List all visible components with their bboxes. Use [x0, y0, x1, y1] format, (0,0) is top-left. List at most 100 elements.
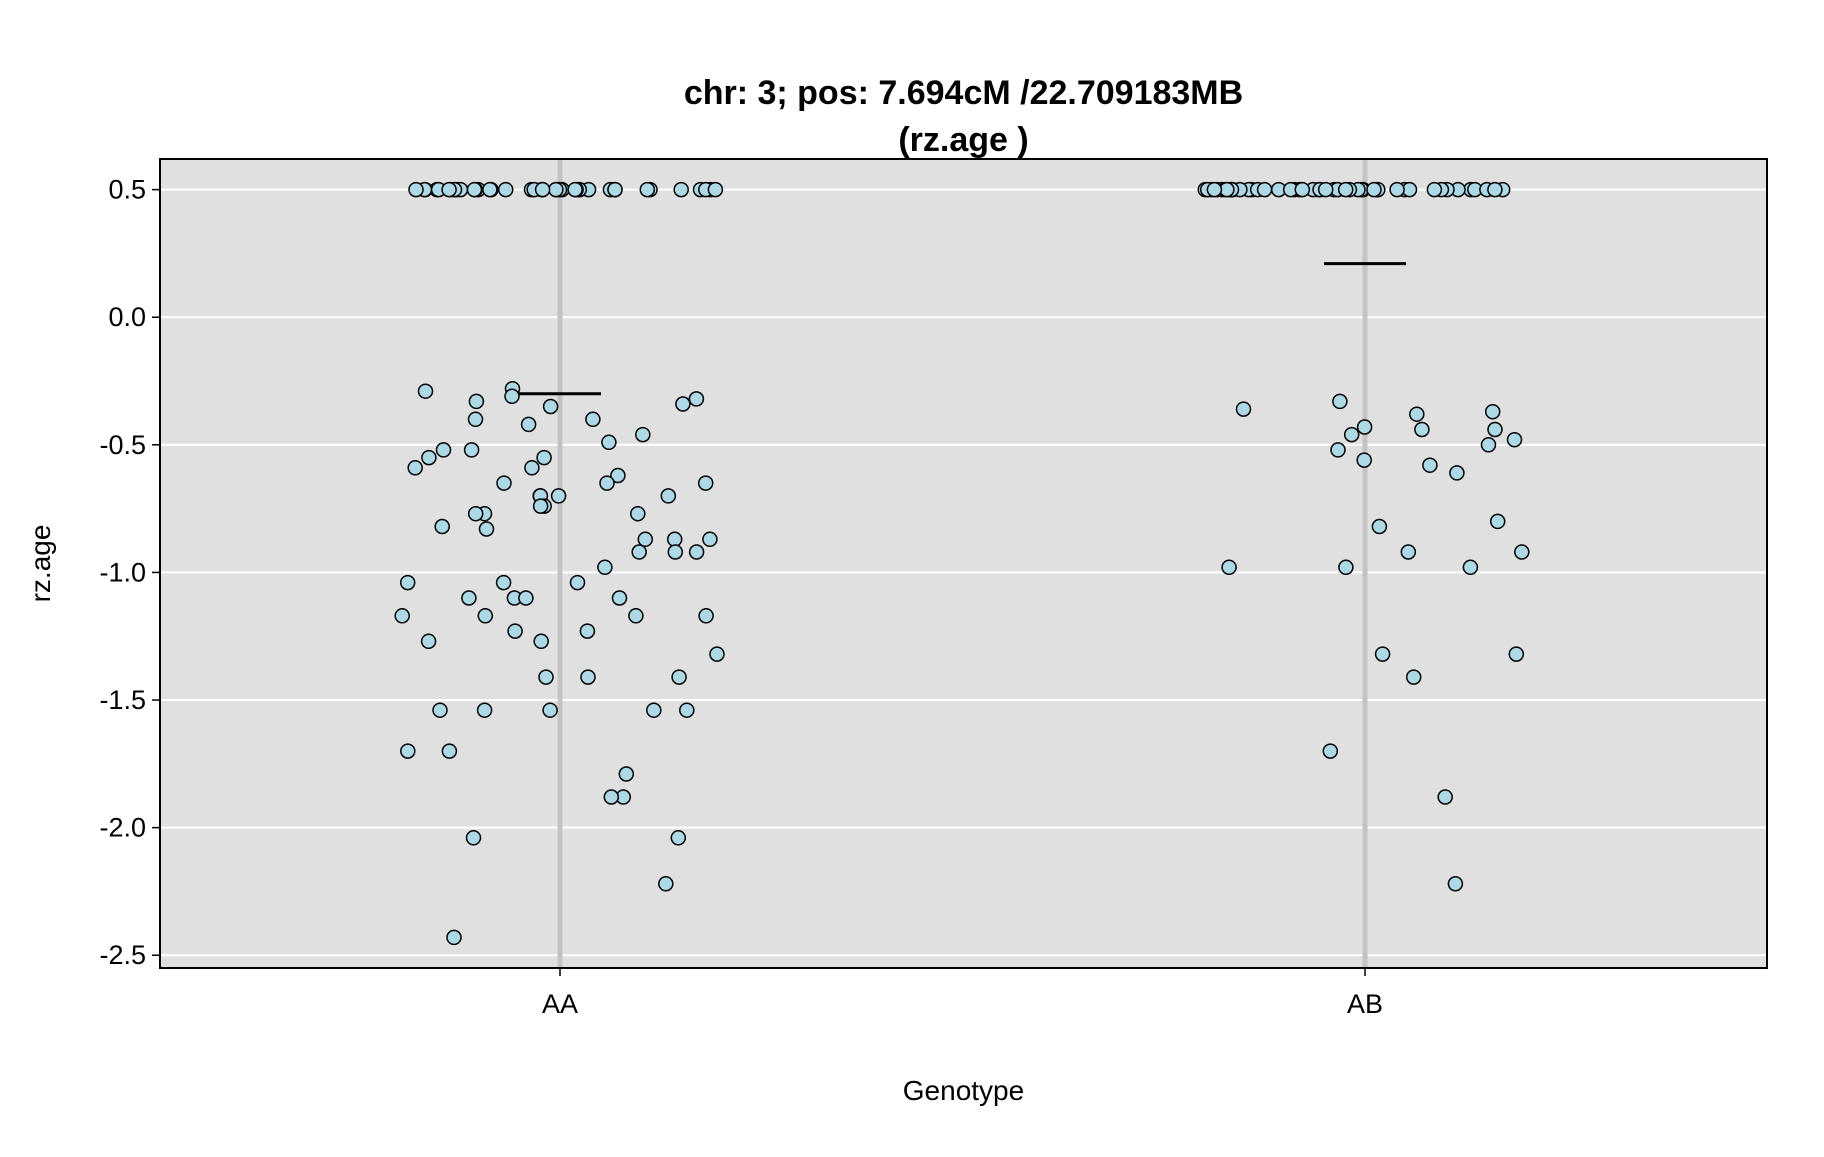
data-point — [446, 929, 462, 946]
data-point — [1332, 393, 1348, 410]
data-point — [1405, 669, 1422, 685]
data-point — [532, 498, 549, 514]
data-point — [520, 416, 537, 433]
data-point — [465, 830, 482, 846]
x-axis: AA AB — [542, 968, 1383, 1019]
data-point — [1426, 181, 1443, 198]
data-point — [635, 426, 651, 443]
data-point — [1374, 646, 1391, 662]
data-point — [1343, 426, 1360, 443]
data-point — [1437, 789, 1453, 805]
data-point — [688, 544, 705, 560]
data-point — [495, 574, 512, 591]
data-point — [408, 181, 424, 198]
data-point — [688, 391, 705, 407]
data-point — [482, 181, 498, 198]
data-point — [496, 475, 512, 491]
data-point — [610, 467, 626, 484]
x-axis-label: Genotype — [903, 1075, 1024, 1106]
data-point — [1235, 401, 1252, 417]
data-point — [441, 743, 458, 759]
data-point — [1366, 181, 1382, 198]
data-point — [466, 181, 483, 198]
data-point — [1506, 431, 1523, 448]
data-point — [533, 633, 549, 650]
y-tick-label: 0.0 — [108, 302, 146, 332]
data-point — [1206, 181, 1223, 198]
data-point — [631, 544, 647, 560]
y-axis-label: rz.age — [25, 525, 56, 603]
data-point — [1514, 544, 1530, 560]
x-tick-label: AA — [542, 989, 578, 1019]
data-point — [476, 702, 493, 718]
data-point — [673, 181, 689, 198]
data-point — [599, 475, 615, 491]
data-point — [1489, 513, 1506, 530]
data-point — [709, 646, 725, 662]
data-point — [497, 181, 514, 198]
data-point — [707, 181, 724, 198]
data-point — [1487, 421, 1503, 438]
mean-markers — [519, 262, 1406, 396]
data-point — [467, 505, 484, 522]
data-point — [504, 388, 520, 405]
data-point — [400, 743, 416, 759]
data-point — [536, 449, 552, 466]
data-point — [463, 442, 480, 458]
data-point — [671, 669, 687, 685]
data-point — [611, 590, 628, 606]
data-point — [1480, 437, 1497, 453]
data-point — [639, 181, 656, 198]
data-point — [468, 393, 485, 410]
data-point — [1389, 181, 1405, 198]
y-tick-label: -1.5 — [99, 685, 146, 715]
data-point — [399, 574, 416, 591]
data-point — [507, 623, 523, 639]
data-point — [660, 488, 677, 504]
data-point — [628, 608, 644, 624]
data-point — [597, 559, 613, 576]
data-point — [675, 396, 691, 412]
data-point — [1294, 181, 1311, 198]
data-point — [1356, 452, 1372, 468]
data-point — [1330, 442, 1346, 458]
plot-panel — [160, 159, 1767, 968]
y-tick-label: -2.0 — [99, 813, 146, 843]
data-point — [646, 702, 662, 718]
data-point — [478, 521, 495, 537]
data-point — [1484, 403, 1501, 420]
data-point — [542, 702, 558, 718]
data-point — [550, 488, 567, 504]
y-axis: 0.5 0.0 -0.5 -1.0 -1.5 -2.0 -2.5 — [99, 175, 160, 970]
data-point — [538, 669, 554, 685]
data-point — [1487, 181, 1503, 198]
data-point — [603, 789, 620, 805]
data-point — [1508, 646, 1525, 662]
data-point — [417, 383, 434, 399]
data-point — [435, 442, 452, 458]
data-point — [1409, 406, 1425, 422]
data-point — [441, 181, 457, 198]
data-point — [407, 460, 423, 476]
data-point — [524, 460, 540, 476]
data-point — [679, 702, 695, 718]
gridlines — [160, 188, 1767, 957]
data-point — [1317, 181, 1334, 198]
data-point — [1256, 181, 1273, 198]
data-point — [542, 398, 559, 415]
data-point — [548, 181, 564, 198]
data-point — [607, 181, 623, 198]
data-point — [534, 181, 551, 198]
data-point — [658, 876, 674, 892]
data-point — [1414, 421, 1430, 438]
data-point — [477, 608, 494, 624]
category-lines — [557, 159, 1368, 968]
data-point — [434, 518, 450, 535]
data-point — [1221, 559, 1237, 576]
data-point — [666, 531, 683, 548]
data-point — [1322, 743, 1339, 759]
data-point — [1449, 465, 1465, 481]
data-point — [1422, 457, 1438, 473]
